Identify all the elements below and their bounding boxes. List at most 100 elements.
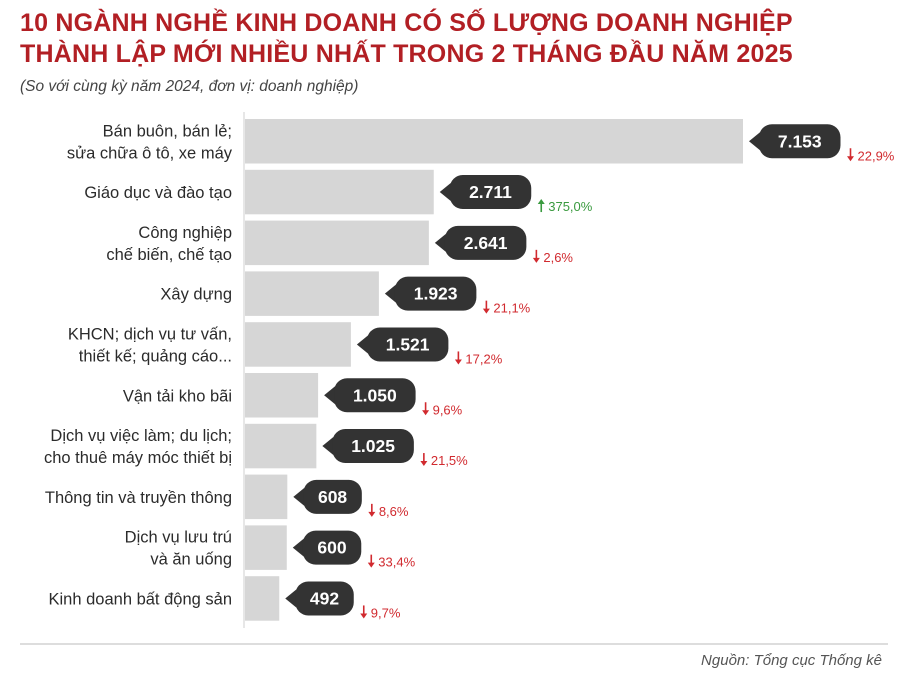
bar [245,423,317,469]
category-label-line: Xây dựng [160,286,232,304]
down-arrow-icon [368,503,376,517]
category-label: Giáo dục và đào tạo [84,184,232,202]
value-label: 2.711 [469,182,512,202]
arrow-head [420,461,428,467]
value-callout [366,327,449,362]
change-label: 8,6% [379,504,409,519]
category-label-line: thiết kế; quảng cáo... [79,347,232,365]
arrow-head [422,410,430,416]
bar [245,373,319,418]
category-label-line: Giáo dục và đào tạo [84,184,232,202]
value-label: 1.521 [386,334,430,354]
arrow-head [454,359,462,365]
chart-subtitle: (So với cùng kỳ năm 2024, đơn vị: doanh … [20,78,359,95]
bar [245,119,743,164]
down-arrow-icon [532,249,540,263]
category-label-line: Kinh doanh bất động sản [49,591,233,609]
category-label-line: Dịch vụ lưu trú [125,529,232,547]
chart-title-line-2: THÀNH LẬP MỚI NHIỀU NHẤT TRONG 2 THÁNG Đ… [20,40,793,68]
change-label: 2,6% [543,250,573,265]
value-label: 608 [318,487,347,507]
category-label-line: chế biến, chế tạo [106,246,232,264]
change-label: 21,5% [431,453,468,468]
change-label: 22,9% [858,148,895,163]
arrow-head [368,511,376,517]
value-callout-pointer [439,183,451,202]
source-note: Nguồn: Tổng cục Thống kê [701,652,882,669]
category-label: Công nghiệp chế biến, chế tạo [106,224,232,264]
value-callout [759,124,841,159]
chart-title-line-1: 10 NGÀNH NGHỀ KINH DOANH CÓ SỐ LƯỢNG DOA… [20,9,793,37]
category-label-line: Bán buôn, bán lẻ; [103,122,232,140]
category-label: Xây dựng [160,286,232,304]
value-label: 7.153 [778,131,822,151]
value-callout [334,378,416,413]
category-label-line: Dịch vụ việc làm; du lịch; [50,427,232,445]
down-arrow-icon [360,605,368,619]
bar [245,322,351,367]
value-callout [302,530,362,565]
arrow-head [360,613,368,619]
category-label-line: KHCN; dịch vụ tư vấn, [68,325,232,343]
category-label: Vận tải kho bãi [123,387,232,405]
value-callout-pointer [292,538,304,557]
category-label-line: Thông tin và truyền thông [45,489,232,507]
arrow-head [847,156,854,162]
value-callout [303,479,362,514]
value-callout [449,175,532,210]
down-arrow-icon [454,351,462,365]
change-label: 9,7% [371,605,401,620]
bar [245,271,379,316]
value-label: 1.923 [414,284,458,304]
arrow-head [482,308,490,314]
category-label-line: sửa chữa ô tô, xe máy [67,144,233,162]
bar [245,220,429,266]
value-label: 2.641 [464,233,508,253]
category-label: Dịch vụ việc làm; du lịch; cho thuê máy m… [44,427,232,467]
value-callout-pointer [749,132,760,151]
category-label-line: Công nghiệp [138,224,232,242]
category-label: Thông tin và truyền thông [45,489,232,507]
value-callout [394,276,477,311]
value-label: 1.025 [351,436,395,456]
down-arrow-icon [422,402,430,416]
category-label: KHCN; dịch vụ tư vấn, thiết kế; quảng cáo… [68,325,232,365]
change-label: 21,1% [493,301,530,316]
value-label: 1.050 [353,385,397,405]
value-callout-pointer [434,233,446,252]
value-callout-pointer [384,284,396,303]
value-callout [444,225,527,260]
up-arrow-icon [537,199,545,213]
chart-title: 10 NGÀNH NGHỀ KINH DOANH CÓ SỐ LƯỢNG DOA… [20,8,890,70]
down-arrow-icon [847,148,854,162]
change-label: 9,6% [433,402,463,417]
bar [245,576,280,621]
bar [245,474,288,520]
value-callout-pointer [285,589,297,608]
value-callout-pointer [324,386,336,405]
down-arrow-icon [367,554,375,568]
value-callout [332,429,414,464]
category-label-line: cho thuê máy móc thiết bị [44,449,232,467]
change-label: 17,2% [465,351,502,366]
category-label: Bán buôn, bán lẻ; sửa chữa ô tô, xe máy [67,122,233,162]
value-label: 492 [310,588,339,608]
arrow-head [537,199,545,205]
category-label-line: và ăn uống [150,551,232,569]
arrow-head [367,562,375,568]
change-label: 375,0% [548,199,593,214]
value-callout-pointer [293,487,305,506]
change-label: 33,4% [378,555,415,570]
category-label: Kinh doanh bất động sản [49,591,233,609]
down-arrow-icon [420,453,428,467]
value-label: 600 [317,538,346,558]
value-callout [295,581,354,616]
value-callout-pointer [322,437,334,456]
arrow-head [532,257,540,263]
bar [245,525,287,570]
category-label-line: Vận tải kho bãi [123,387,232,405]
value-callout-pointer [356,335,368,354]
down-arrow-icon [482,300,490,314]
category-label: Dịch vụ lưu trú và ăn uống [125,529,232,569]
